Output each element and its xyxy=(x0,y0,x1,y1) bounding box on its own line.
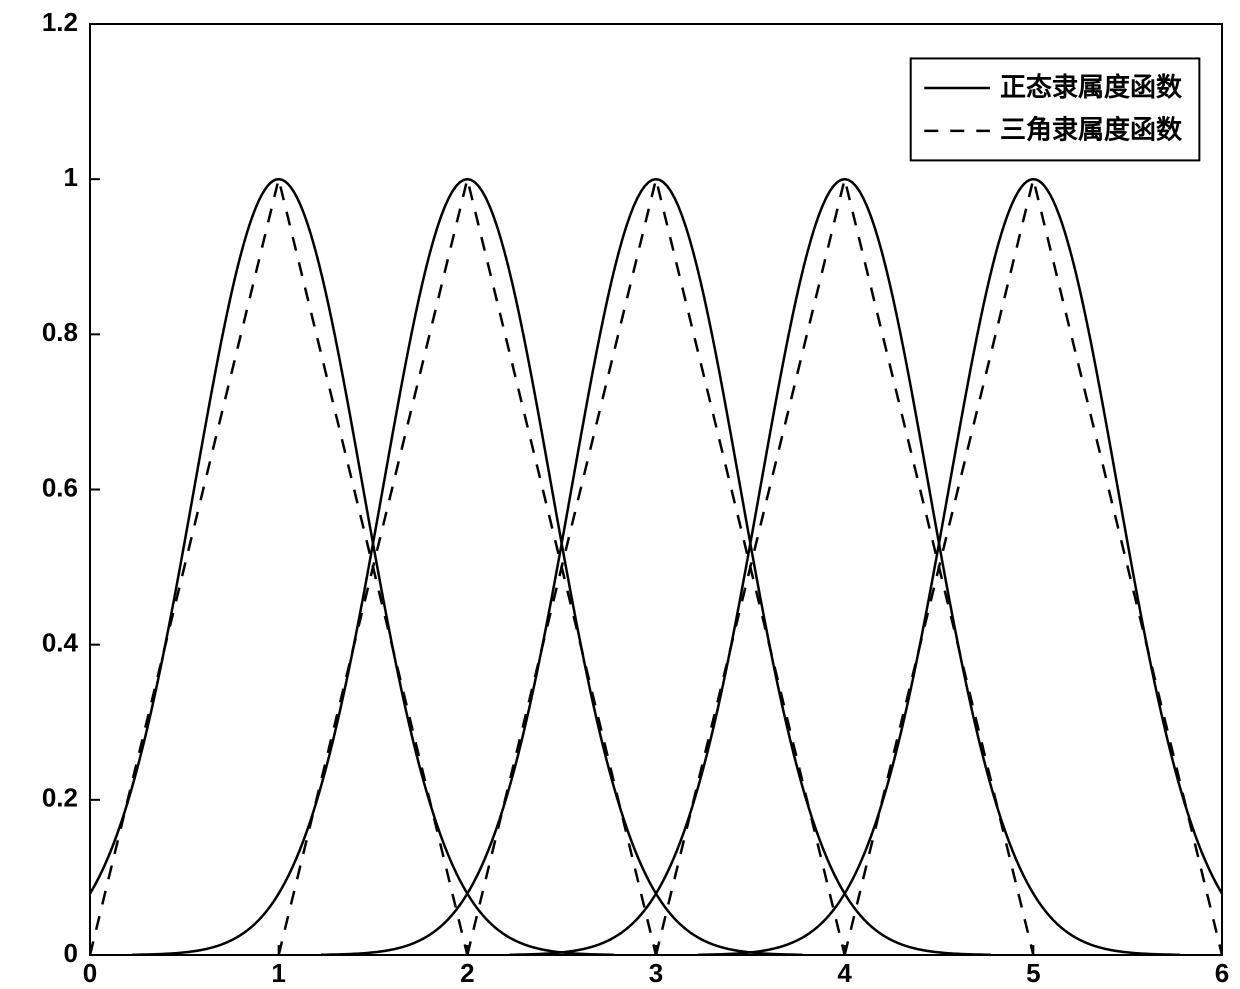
chart-container: 0 1 2 3 4 5 6 0 0.2 0.4 0.6 0.8 1 1.2 正态隶属度函数三角隶属度函数 xyxy=(0,0,1240,989)
x-tick-label: 4 xyxy=(837,958,852,988)
y-tick-label: 0.4 xyxy=(42,628,79,658)
x-tick-label: 2 xyxy=(460,958,474,988)
y-tick-label: 0.8 xyxy=(42,317,78,347)
chart-svg: 0 1 2 3 4 5 6 0 0.2 0.4 0.6 0.8 1 1.2 正态隶属度函数三角隶属度函数 xyxy=(0,0,1240,989)
legend-label: 三角隶属度函数 xyxy=(1000,115,1183,145)
legend: 正态隶属度函数三角隶属度函数 xyxy=(911,58,1200,160)
y-tick-label: 0.2 xyxy=(42,783,78,813)
y-tick-label: 0.6 xyxy=(42,472,78,502)
y-tick-label: 0 xyxy=(64,938,78,968)
x-tick-label: 3 xyxy=(649,958,663,988)
x-tick-label: 1 xyxy=(271,958,285,988)
y-tick-label: 1 xyxy=(64,162,78,192)
x-tick-label: 5 xyxy=(1026,958,1040,988)
legend-label: 正态隶属度函数 xyxy=(1000,72,1183,102)
x-tick-label: 0 xyxy=(83,958,97,988)
x-tick-label: 6 xyxy=(1215,958,1229,988)
y-tick-label: 1.2 xyxy=(42,7,78,37)
